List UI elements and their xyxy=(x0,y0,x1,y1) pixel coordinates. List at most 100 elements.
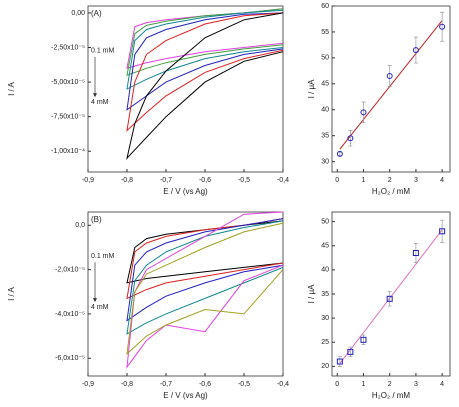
x-tick-label: -0,9 xyxy=(82,177,94,184)
y-tick-label: -2,50x10⁻⁵ xyxy=(51,44,85,51)
y-axis-label: I / A xyxy=(7,286,16,300)
plot-frame xyxy=(87,211,284,377)
x-tick-label: -0,7 xyxy=(160,381,172,388)
x-axis-label: E / V (vs Ag) xyxy=(163,391,208,400)
x-tick-label: -0,5 xyxy=(238,177,250,184)
point xyxy=(386,73,393,80)
point xyxy=(412,47,419,54)
error-bar xyxy=(440,11,445,42)
error-bar xyxy=(440,219,445,243)
y-tick-label: 50 xyxy=(321,55,329,62)
x-tick-label: 2 xyxy=(388,381,392,388)
x-tick-label: 4 xyxy=(440,381,444,388)
x-axis-label: H₂O₂ / mM xyxy=(372,187,411,196)
y-tick-label: 50 xyxy=(321,218,329,225)
x-axis-label: H₂O₂ / mM xyxy=(372,391,411,400)
y-tick-label: -7,50x10⁻⁵ xyxy=(51,114,85,121)
annotation: 0.1 mM xyxy=(91,48,115,55)
point xyxy=(360,336,367,343)
point xyxy=(336,358,343,365)
y-tick-label: -2,0x10⁻⁵ xyxy=(55,266,85,273)
y-tick-label: 0,0 xyxy=(75,222,85,229)
fit-line xyxy=(339,20,443,150)
arrow-head xyxy=(93,298,97,303)
error-bar xyxy=(337,356,342,367)
cv-curve xyxy=(126,12,284,132)
y-tick-label: 40 xyxy=(321,267,329,274)
point xyxy=(336,150,343,157)
plot-frame xyxy=(331,5,451,173)
x-tick-label: -0,6 xyxy=(199,381,211,388)
y-tick-label: 45 xyxy=(321,81,329,88)
y-tick-label: 25 xyxy=(321,339,329,346)
x-tick-label: 0 xyxy=(335,177,339,184)
x-tick-label: -0,4 xyxy=(277,381,289,388)
x-tick-label: -0,4 xyxy=(277,177,289,184)
error-bar xyxy=(348,130,353,147)
arrow-head xyxy=(93,93,97,98)
cv-curve xyxy=(126,8,284,76)
error-bar xyxy=(337,151,342,156)
error-bar xyxy=(361,101,366,124)
error-bar xyxy=(387,65,392,87)
cv-curve xyxy=(126,211,284,369)
point xyxy=(412,250,419,256)
x-tick-label: 3 xyxy=(414,381,418,388)
x-tick-label: 1 xyxy=(362,177,366,184)
x-tick-label: -0,6 xyxy=(199,177,211,184)
x-tick-label: 3 xyxy=(414,177,418,184)
y-tick-label: 35 xyxy=(321,133,329,140)
cv-curve xyxy=(126,218,284,322)
point xyxy=(386,295,393,302)
cv-curve xyxy=(126,8,284,70)
x-tick-label: -0,7 xyxy=(160,177,172,184)
error-bar xyxy=(413,36,418,64)
y-tick-label: 30 xyxy=(321,158,329,165)
cv-curve xyxy=(126,12,284,111)
x-tick-label: -0,8 xyxy=(121,177,133,184)
x-tick-label: 2 xyxy=(388,177,392,184)
y-tick-label: -1,00x10⁻⁴ xyxy=(51,148,85,155)
y-tick-label: 35 xyxy=(321,291,329,298)
x-tick-label: 1 xyxy=(362,381,366,388)
y-axis-label: I / μA xyxy=(307,284,316,304)
point xyxy=(347,135,354,142)
error-bar xyxy=(413,243,418,263)
y-tick-label: -5,00x10⁻⁵ xyxy=(51,79,85,86)
panel-label: (B) xyxy=(91,215,102,224)
y-tick-label: 0,00 xyxy=(71,10,85,17)
annotation: 4 mM xyxy=(91,99,109,106)
error-bar xyxy=(361,334,366,345)
y-tick-label: 60 xyxy=(321,3,329,10)
y-axis-label: I / μA xyxy=(307,79,316,99)
x-tick-label: -0,8 xyxy=(121,381,133,388)
y-tick-label: -6,0x10⁻⁵ xyxy=(55,355,85,362)
y-tick-label: 20 xyxy=(321,363,329,370)
y-tick-label: 55 xyxy=(321,29,329,36)
cv-curve xyxy=(126,222,284,356)
cv-curve xyxy=(126,220,284,335)
x-axis-label: E / V (vs Ag) xyxy=(163,187,208,196)
y-tick-label: 40 xyxy=(321,107,329,114)
cv-curve xyxy=(126,12,284,160)
annotation: 4 mM xyxy=(91,304,109,311)
error-bar xyxy=(387,291,392,307)
y-axis-label: I / A xyxy=(7,81,16,95)
x-tick-label: -0,9 xyxy=(82,381,94,388)
cv-curve xyxy=(126,218,284,300)
x-tick-label: -0,5 xyxy=(238,381,250,388)
point xyxy=(347,348,354,355)
y-tick-label: -4,0x10⁻⁵ xyxy=(55,311,85,318)
error-bar xyxy=(348,346,353,358)
point xyxy=(360,109,367,116)
plot-frame xyxy=(87,5,284,173)
y-tick-label: 45 xyxy=(321,243,329,250)
panel-label: (A) xyxy=(91,9,102,18)
x-tick-label: 0 xyxy=(335,381,339,388)
point xyxy=(439,23,446,30)
y-tick-label: 30 xyxy=(321,315,329,322)
annotation: 0.1 mM xyxy=(91,253,115,260)
x-tick-label: 4 xyxy=(440,177,444,184)
cv-curve xyxy=(126,9,284,90)
